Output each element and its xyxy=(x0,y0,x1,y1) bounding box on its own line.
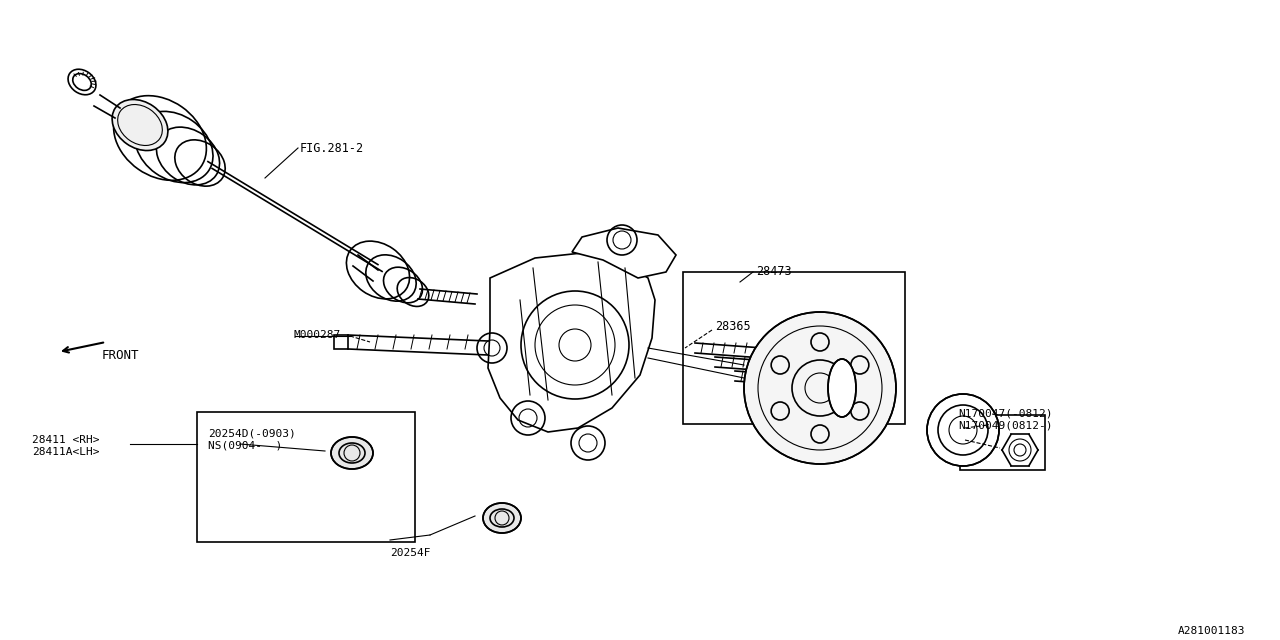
Polygon shape xyxy=(488,253,655,432)
Text: N170049(0812-): N170049(0812-) xyxy=(957,420,1052,430)
Text: 20254F: 20254F xyxy=(390,548,430,558)
Text: 28411 <RH>: 28411 <RH> xyxy=(32,435,100,445)
Text: 20254D(-0903): 20254D(-0903) xyxy=(209,428,296,438)
Text: 28365: 28365 xyxy=(716,320,750,333)
Bar xyxy=(197,412,415,542)
Bar xyxy=(684,272,905,424)
Bar xyxy=(960,415,1044,470)
Ellipse shape xyxy=(332,437,372,469)
Text: M000287: M000287 xyxy=(293,330,340,340)
Polygon shape xyxy=(572,228,676,278)
Text: FRONT: FRONT xyxy=(102,349,140,362)
Text: NS(0904-  ): NS(0904- ) xyxy=(209,440,283,450)
Text: A281001183: A281001183 xyxy=(1178,626,1245,636)
Circle shape xyxy=(744,312,896,464)
Text: 28411A<LH>: 28411A<LH> xyxy=(32,447,100,457)
Text: FIG.281-2: FIG.281-2 xyxy=(300,142,364,155)
Ellipse shape xyxy=(113,99,168,150)
Text: 28473: 28473 xyxy=(756,265,791,278)
Circle shape xyxy=(927,394,998,466)
Ellipse shape xyxy=(483,503,521,533)
Text: N170047(-0812): N170047(-0812) xyxy=(957,408,1052,418)
Bar xyxy=(334,335,348,349)
Ellipse shape xyxy=(828,359,856,417)
